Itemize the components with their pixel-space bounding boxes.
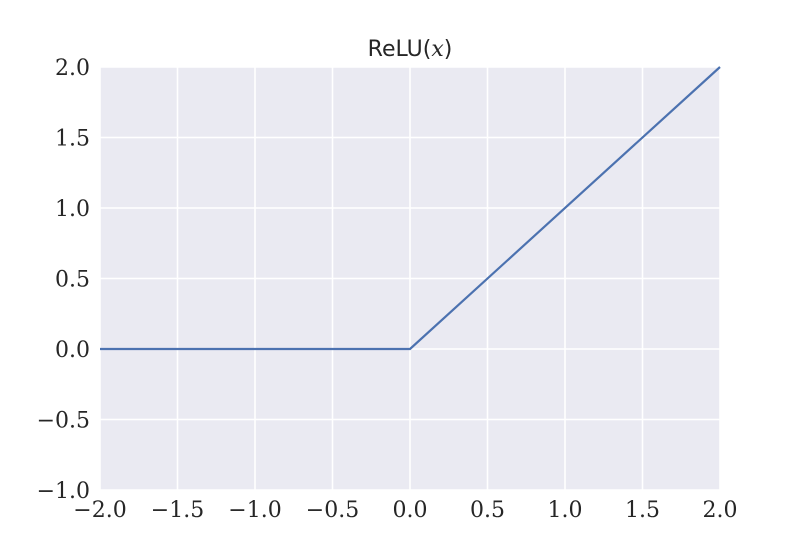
x-tick-label: 0.5 xyxy=(470,498,505,523)
x-tick-label: −1.0 xyxy=(228,498,281,523)
x-tick-label: 2.0 xyxy=(703,498,738,523)
x-tick-label: 1.5 xyxy=(625,498,660,523)
y-tick-label: 1.5 xyxy=(55,127,90,152)
y-tick-labels: −1.0 −0.5 0.0 0.5 1.0 1.5 2.0 xyxy=(37,56,90,504)
x-tick-label: 0.0 xyxy=(393,498,428,523)
x-tick-label: −0.5 xyxy=(306,498,359,523)
x-tick-labels: −2.0 −1.5 −1.0 −0.5 0.0 0.5 1.0 1.5 2.0 xyxy=(73,498,737,523)
series-line xyxy=(100,66,721,351)
title-open-paren: ( xyxy=(423,37,432,62)
y-tick-label: 0.0 xyxy=(55,338,90,363)
x-tick-label: 1.0 xyxy=(548,498,583,523)
series-group xyxy=(100,66,721,351)
x-tick-label: −2.0 xyxy=(73,498,126,523)
x-tick-label: −1.5 xyxy=(151,498,204,523)
chart-title: ReLU(x) xyxy=(368,37,453,62)
y-tick-label: 1.0 xyxy=(55,197,90,222)
title-variable: x xyxy=(431,37,444,62)
y-tick-label: −1.0 xyxy=(37,479,90,504)
title-function: ReLU xyxy=(368,37,423,62)
y-tick-label: 0.5 xyxy=(55,268,90,293)
y-tick-label: 2.0 xyxy=(55,56,90,81)
title-close-paren: ) xyxy=(444,37,453,62)
y-tick-label: −0.5 xyxy=(37,409,90,434)
